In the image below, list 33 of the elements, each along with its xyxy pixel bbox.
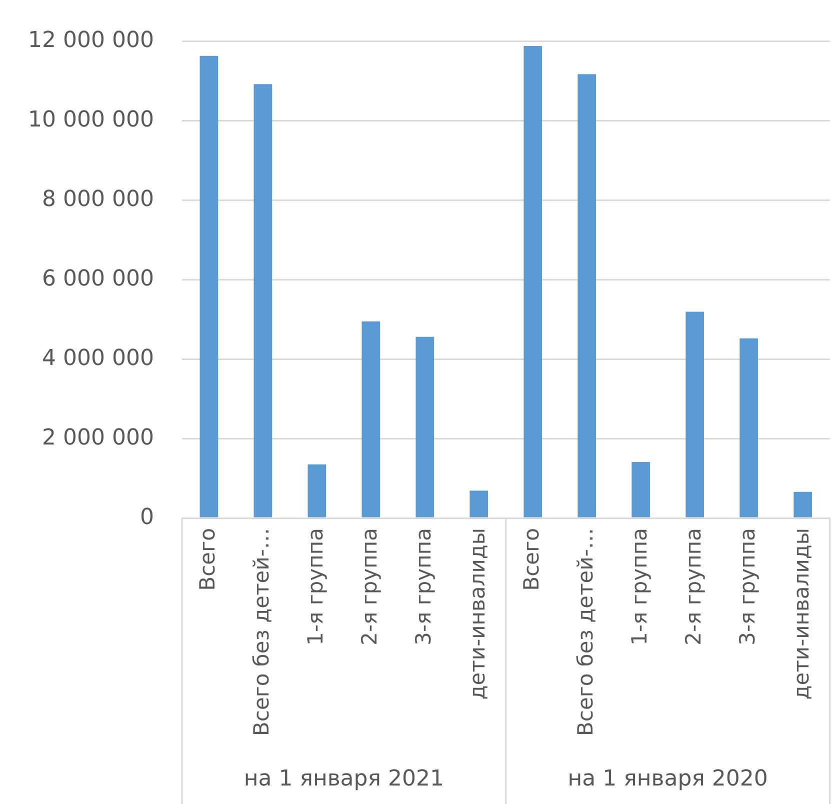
bar	[578, 74, 596, 518]
bar	[254, 84, 272, 518]
x-tick-label: Всего	[519, 528, 544, 591]
y-tick-label: 10 000 000	[28, 107, 154, 132]
y-tick-label: 4 000 000	[42, 346, 154, 371]
bar	[524, 46, 542, 518]
bar	[794, 492, 812, 518]
bar	[362, 321, 380, 518]
y-tick-label: 0	[140, 504, 154, 530]
text: на 1 января 2020	[568, 766, 768, 792]
x-tick-label: 3-я группа	[735, 528, 760, 646]
y-tick-label: 2 000 000	[42, 425, 154, 450]
y-tick-label: 6 000 000	[42, 266, 154, 292]
x-tick-label: 2-я группа	[357, 528, 382, 646]
x-tick-label: Всего без детей-…	[249, 528, 274, 736]
x-tick-label: Всего	[195, 528, 220, 591]
bar	[200, 56, 218, 518]
bar	[308, 464, 326, 518]
x-tick-label: Всего без детей-…	[573, 528, 598, 736]
text: на 1 января 2021	[244, 766, 444, 792]
x-tick-label: 1-я группа	[627, 528, 652, 646]
x-tick-label: 1-я группа	[303, 528, 328, 646]
bar	[632, 462, 650, 518]
bar	[416, 336, 434, 518]
y-tick-label: 8 000 000	[42, 186, 154, 212]
x-tick-label: дети-инвалиды	[789, 528, 814, 700]
x-tick-label: 2-я группа	[681, 528, 706, 646]
bar	[686, 312, 704, 518]
bar	[740, 338, 758, 518]
y-tick-label: 12 000 000	[28, 28, 154, 53]
x-tick-label: 3-я группа	[411, 528, 436, 646]
x-tick-label: дети-инвалиды	[465, 528, 490, 700]
bar	[470, 490, 488, 518]
